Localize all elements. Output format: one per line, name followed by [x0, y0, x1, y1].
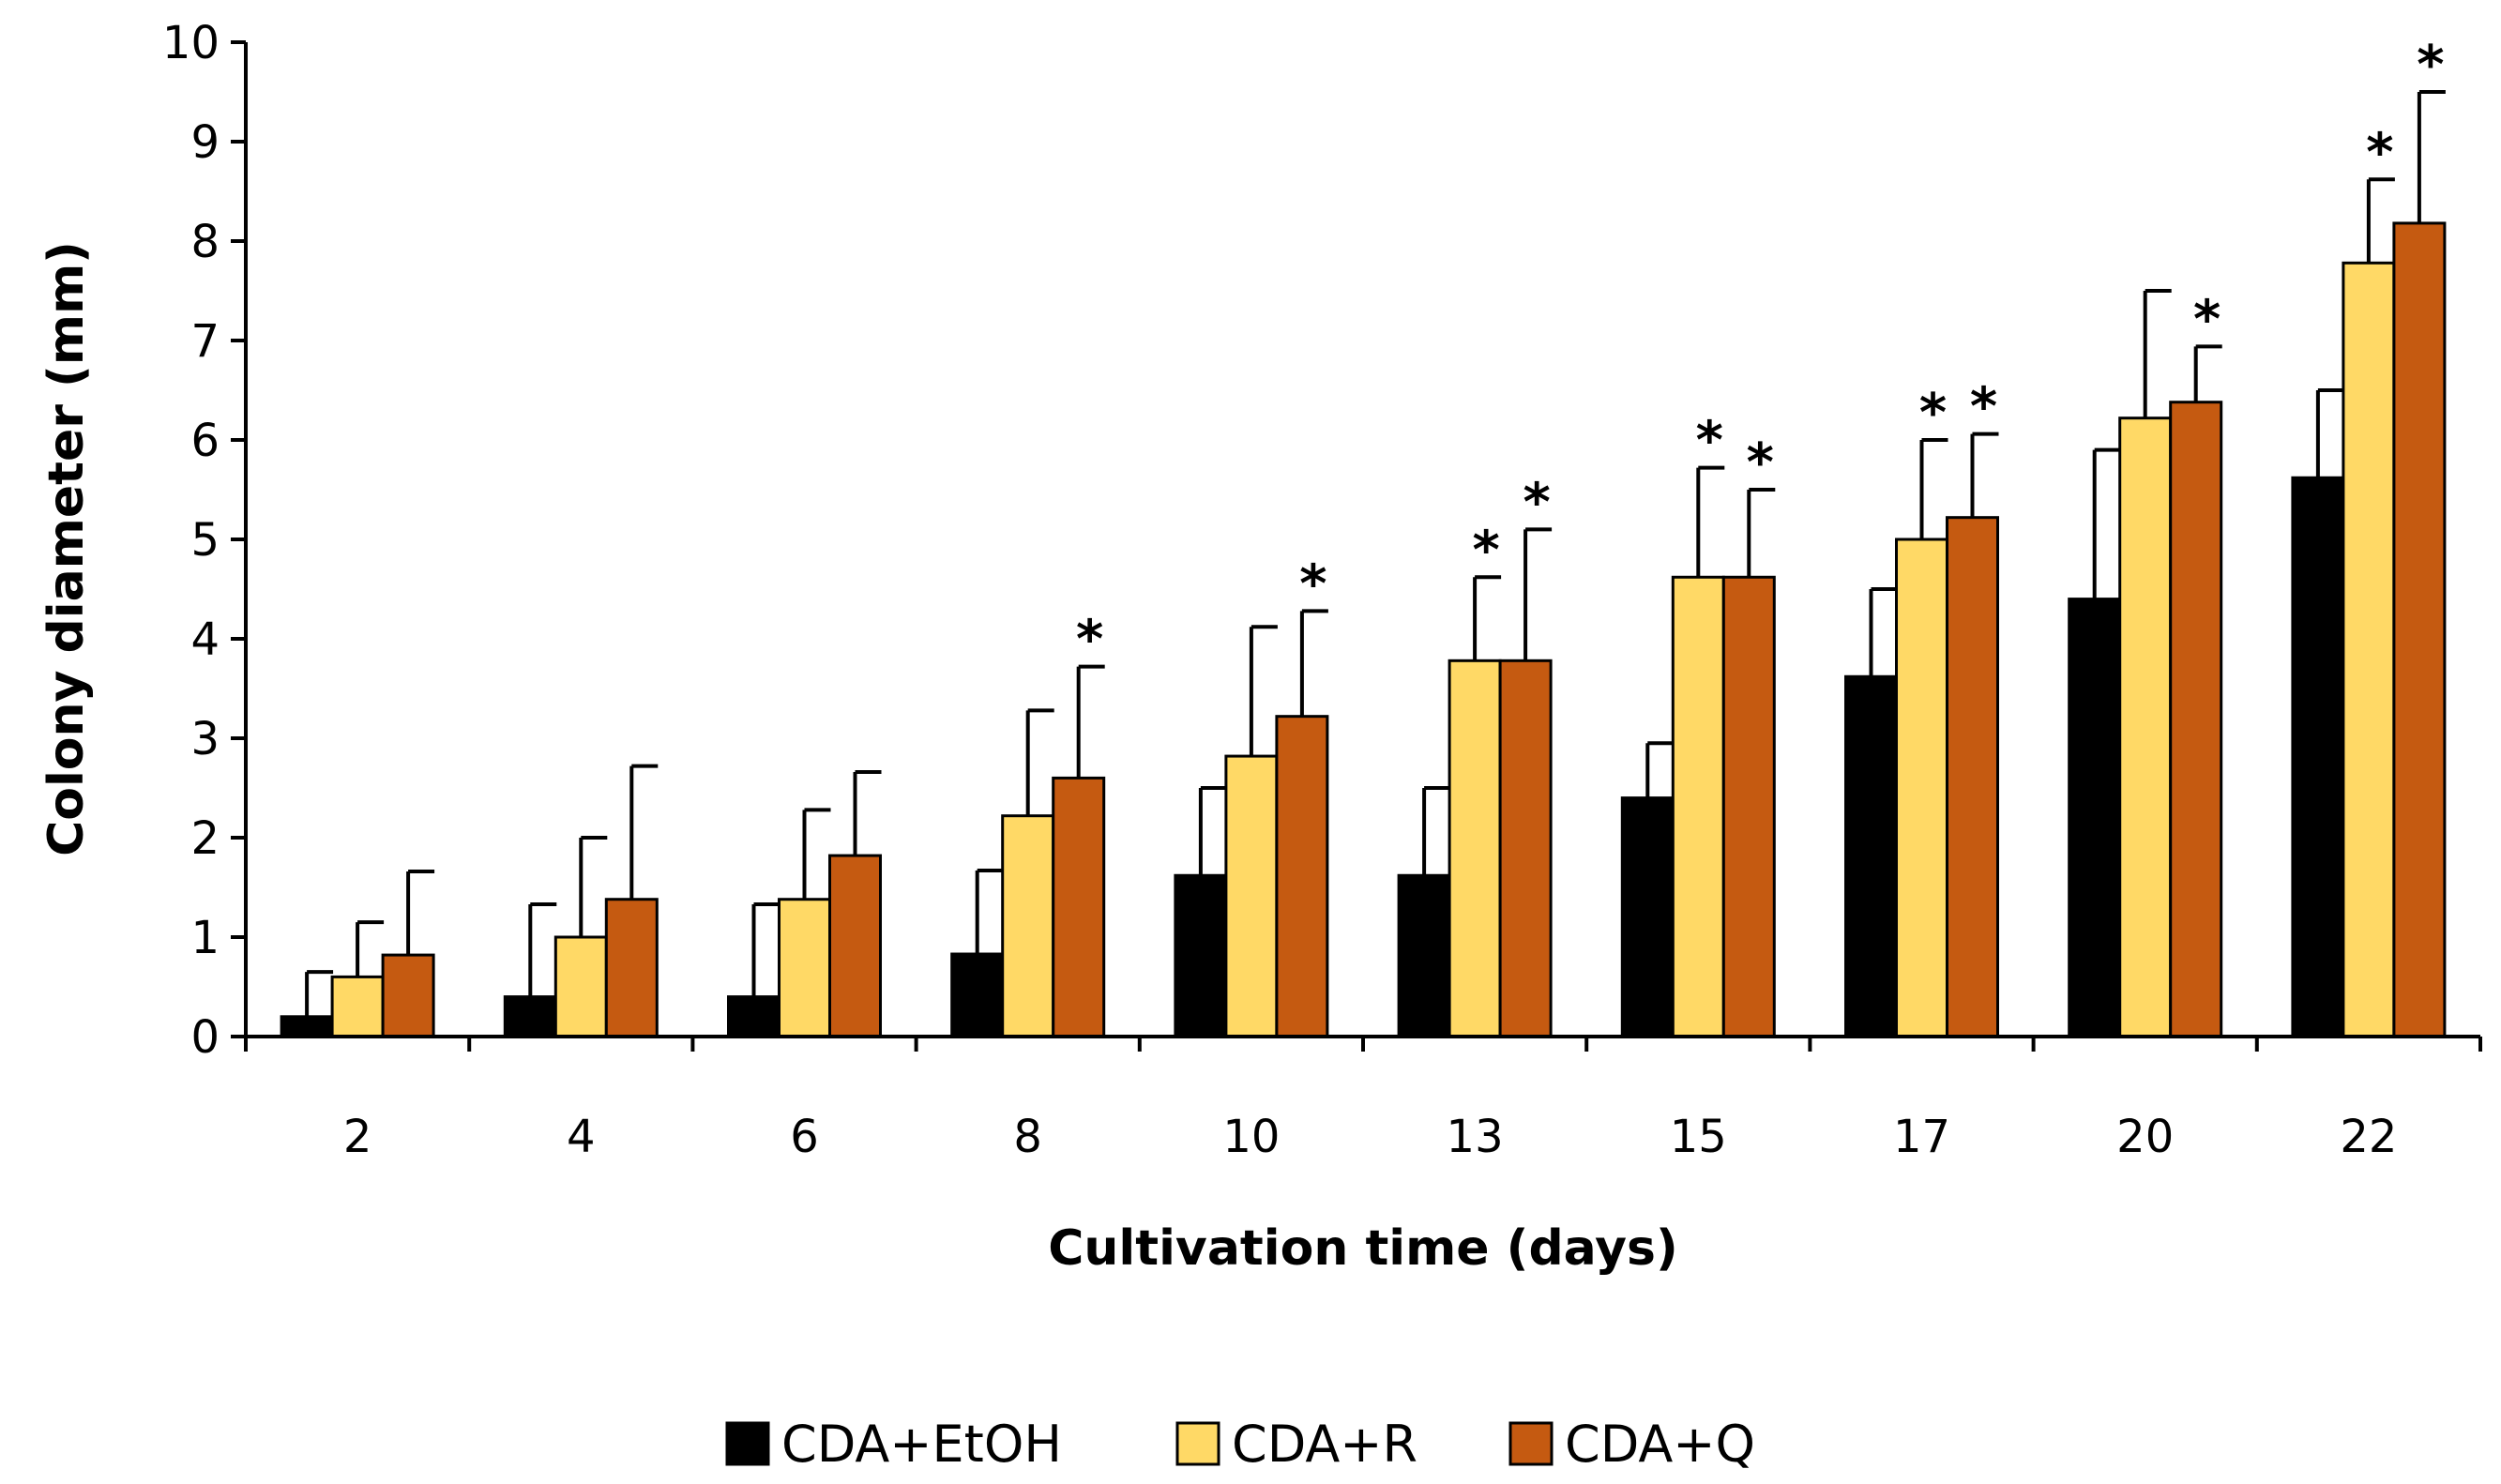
- bar: [1001, 814, 1055, 1038]
- bar: [1721, 575, 1776, 1038]
- significance-star: *: [1472, 520, 1499, 581]
- bar: [381, 953, 435, 1038]
- significance-star: *: [2193, 289, 2221, 350]
- significance-star: *: [2366, 122, 2393, 183]
- y-tick-label: 9: [190, 116, 220, 169]
- y-tick-label: 5: [190, 514, 220, 567]
- bar: [1844, 674, 1898, 1038]
- bar: [1224, 754, 1279, 1038]
- bar: [2291, 476, 2345, 1038]
- y-axis-title: Colony diameter (mm): [38, 241, 95, 856]
- significance-star: *: [1299, 553, 1326, 614]
- x-tick-label: 13: [1447, 1111, 1504, 1163]
- bar: [1448, 659, 1502, 1038]
- x-tick-label: 17: [1893, 1111, 1950, 1163]
- bar: [2118, 416, 2173, 1038]
- bar: [1620, 796, 1675, 1038]
- bar: [1052, 776, 1106, 1038]
- y-tick-label: 3: [190, 713, 220, 765]
- x-tick-label: 20: [2116, 1111, 2174, 1163]
- bar: [778, 898, 831, 1038]
- bar: [1498, 659, 1553, 1038]
- y-tick-label: 2: [190, 812, 220, 865]
- significance-star: *: [1970, 377, 1997, 438]
- significance-star: *: [1747, 432, 1774, 493]
- significance-star: *: [2417, 35, 2444, 96]
- x-tick-label: 10: [1222, 1111, 1280, 1163]
- bar: [2068, 598, 2122, 1038]
- x-axis-title: Cultivation time (days): [1048, 1220, 1678, 1277]
- bar: [1671, 575, 1725, 1038]
- bar: [1397, 873, 1451, 1038]
- x-tick-label: 6: [790, 1111, 819, 1163]
- legend-swatch: [1175, 1421, 1220, 1466]
- bar: [330, 975, 385, 1038]
- bar: [1275, 715, 1329, 1038]
- y-ticks-layer: 0 1 2 3 4 5 6 7 8 9 10: [162, 17, 246, 1064]
- x-tick-label: 22: [2340, 1111, 2397, 1163]
- y-tick-label: 6: [190, 415, 220, 467]
- bar: [1895, 538, 1948, 1038]
- significance-star: *: [1696, 411, 1723, 472]
- error-bars-layer: [305, 90, 2446, 1017]
- y-tick-label: 1: [190, 912, 220, 964]
- y-tick-label: 8: [190, 216, 220, 268]
- y-tick-label: 10: [162, 17, 220, 69]
- bar: [950, 952, 1005, 1038]
- significance-star: *: [1523, 472, 1550, 533]
- legend-swatch: [1508, 1421, 1554, 1466]
- x-ticks-layer: 2 4 6 8 10 13 15 17 20 22: [244, 1037, 2482, 1163]
- bar: [727, 995, 781, 1038]
- legend-label: CDA+Q: [1565, 1415, 1755, 1474]
- significance-markers-layer: * * * * * * * * * * *: [1076, 35, 2444, 671]
- significance-star: *: [1919, 383, 1947, 444]
- legend: CDA+EtOH CDA+R CDA+Q: [725, 1415, 1755, 1474]
- legend-label: CDA+EtOH: [781, 1415, 1062, 1474]
- y-tick-label: 7: [190, 315, 220, 368]
- bar: [2169, 401, 2223, 1038]
- bar: [828, 854, 882, 1038]
- x-tick-label: 15: [1670, 1111, 1727, 1163]
- x-tick-label: 8: [1013, 1111, 1042, 1163]
- bar: [604, 898, 659, 1038]
- bar: [553, 935, 608, 1038]
- bars-layer: [280, 221, 2447, 1038]
- significance-star: *: [1076, 610, 1103, 671]
- bar: [1946, 516, 1999, 1038]
- x-tick-label: 2: [343, 1111, 372, 1163]
- x-tick-label: 4: [567, 1111, 596, 1163]
- y-tick-label: 4: [190, 613, 220, 666]
- bar: [2342, 261, 2396, 1038]
- bar: [503, 995, 557, 1038]
- bar: [280, 1015, 334, 1038]
- y-tick-label: 0: [190, 1011, 220, 1064]
- bar: [2392, 221, 2447, 1038]
- legend-swatch: [725, 1421, 770, 1466]
- bar: [1174, 873, 1228, 1038]
- legend-label: CDA+R: [1232, 1415, 1417, 1474]
